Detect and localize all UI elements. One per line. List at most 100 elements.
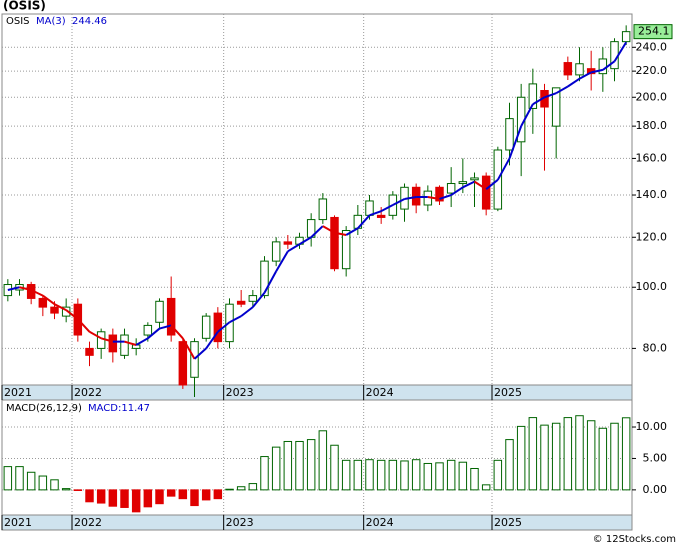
candle-body [563, 62, 573, 76]
candle-body [178, 341, 188, 386]
candle-body [166, 297, 176, 336]
macd-bar [318, 430, 328, 491]
candle-body [248, 295, 258, 302]
y-tick-label: 80.0 [643, 341, 668, 354]
macd-bar [621, 417, 631, 491]
candle-body [120, 334, 129, 356]
candle-body [621, 31, 631, 43]
ma-segment [555, 85, 569, 95]
ma-segment [287, 243, 301, 253]
macd-bar [388, 459, 398, 491]
ma-segment [89, 330, 102, 340]
candle-body [330, 216, 339, 270]
candle-body [260, 260, 269, 297]
candle-body [108, 334, 118, 353]
x-tick-label: 2024 [366, 516, 394, 529]
ma-segment [579, 71, 592, 80]
macd-bar [505, 439, 514, 491]
ma-segment [100, 337, 114, 343]
ma-segment [520, 103, 534, 127]
candle-body [201, 315, 211, 339]
candle-body [551, 87, 561, 127]
ma-segment [7, 286, 20, 291]
ma-segment [205, 331, 219, 349]
x-tick-label: 2023 [226, 386, 254, 399]
candle-body [283, 241, 293, 245]
ma-segment [54, 303, 67, 311]
ma-segment [310, 225, 324, 238]
ma-segment [496, 157, 511, 181]
macd-bar [586, 420, 596, 491]
macd-bar [435, 462, 444, 491]
ma-segment [263, 270, 278, 294]
x-tick-label: 2022 [74, 516, 102, 529]
ma-segment [322, 225, 335, 234]
ma-segment [392, 198, 405, 206]
ma-segment [275, 250, 289, 272]
macd-bar [481, 484, 491, 491]
y-tick-label: 180.0 [636, 119, 668, 132]
legend-symbol: OSIS [6, 16, 30, 27]
y-tick-label: 140.0 [636, 188, 668, 201]
y-tick-label: 5.00 [643, 451, 668, 464]
candle-body [365, 200, 374, 216]
macd-bar [353, 459, 363, 491]
macd-bar [166, 489, 176, 497]
legend-ma: MA(3) [36, 16, 66, 27]
ma-segment [77, 318, 91, 333]
macd-bar [85, 489, 94, 503]
macd-bar [143, 489, 153, 508]
macd-bar [376, 459, 386, 491]
macd-bar [516, 425, 526, 491]
ma-segment [334, 231, 347, 236]
candle-body [318, 198, 328, 221]
x-tick-label: 2021 [4, 516, 32, 529]
macd-bar [458, 461, 468, 491]
y-tick-label: 100.0 [636, 280, 668, 293]
last-price-label: 254.1 [638, 25, 670, 38]
ma-segment [532, 96, 546, 106]
ma-segment [147, 327, 161, 340]
ma-segment [298, 236, 312, 246]
ma-segment [159, 324, 172, 330]
macd-bar [330, 444, 339, 491]
macd-value: MACD:11.47 [88, 403, 150, 414]
x-tick-label: 2023 [226, 516, 254, 529]
candle-body [376, 214, 386, 218]
candle-body [481, 175, 491, 210]
macd-bar [283, 440, 293, 491]
macd-bar [26, 471, 36, 491]
candle-body [505, 118, 514, 151]
price-panel [1, 13, 633, 386]
macd-bar [540, 424, 549, 491]
x-tick-label: 2022 [74, 386, 102, 399]
y-tick-label: 120.0 [636, 230, 668, 243]
macd-bar [236, 486, 246, 491]
candle-body [38, 297, 48, 308]
ma-segment [193, 347, 207, 360]
candle-body [155, 300, 164, 323]
ma-segment [240, 306, 254, 317]
macd-bar [131, 489, 141, 513]
ma-segment [42, 294, 56, 306]
macd-bar [201, 489, 211, 501]
ma-segment [404, 196, 417, 200]
macd-bar [271, 446, 281, 491]
macd-bar [73, 489, 83, 491]
macd-bar [178, 489, 188, 500]
candle-body [446, 183, 456, 194]
macd-bar [563, 417, 573, 491]
macd-bar [295, 440, 304, 491]
ma-segment [345, 227, 359, 236]
x-tick-label: 2025 [494, 386, 522, 399]
candle-body [528, 83, 538, 109]
y-tick-label: 240.0 [636, 40, 668, 53]
candle-body [143, 324, 153, 336]
macd-bar [61, 488, 71, 491]
ma-segment [544, 92, 557, 99]
x-tick-label: 2024 [366, 386, 394, 399]
ma-segment [357, 214, 371, 229]
ma-segment [181, 337, 196, 360]
ma-segment [135, 337, 149, 346]
